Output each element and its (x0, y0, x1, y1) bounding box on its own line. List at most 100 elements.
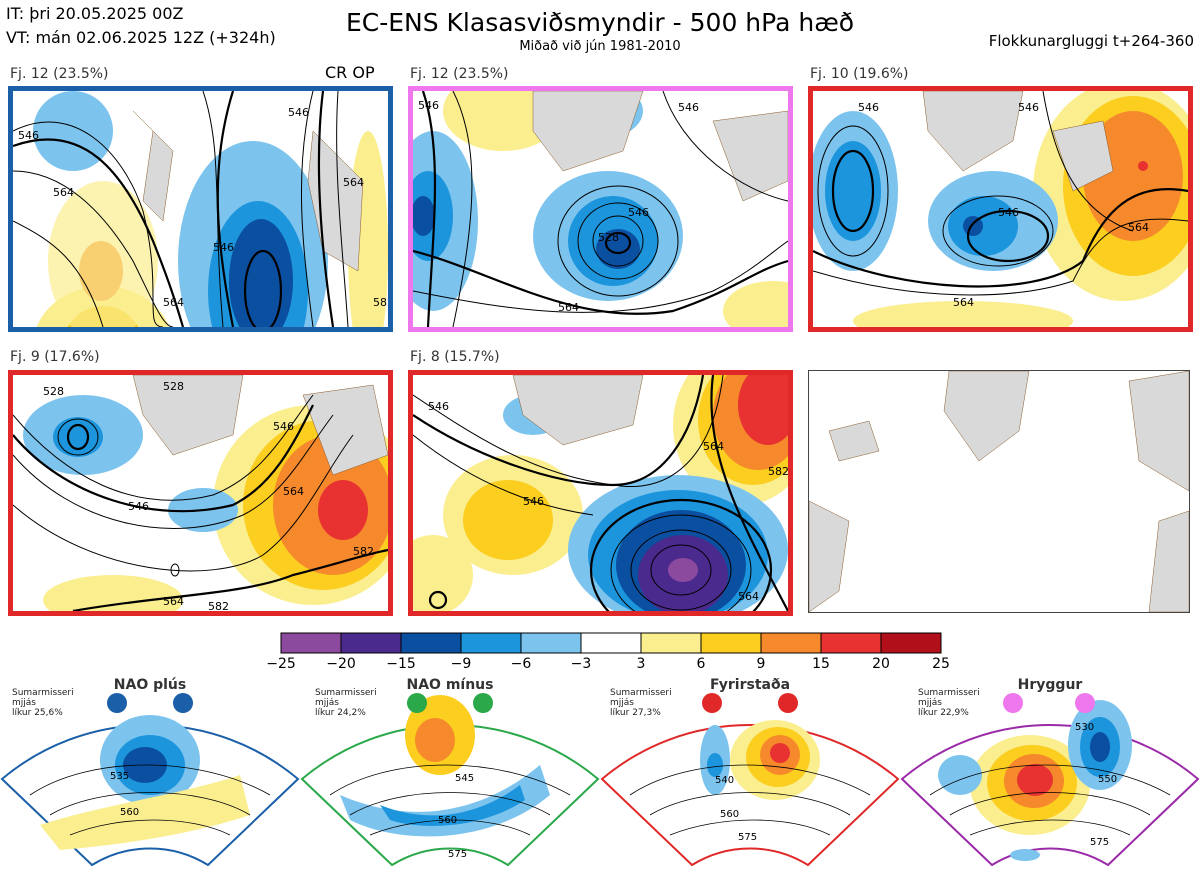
regime-1-name: NAO plús (113, 677, 187, 693)
panel-4-contour-label: 582 (353, 545, 374, 558)
panel-3-contour-label: 546 (858, 101, 879, 114)
panel-4-label: Fj. 9 (17.6%) (10, 349, 100, 365)
panel-3-contour-label: 564 (1128, 221, 1149, 234)
colorbar-tick-label: 15 (812, 656, 830, 672)
panel-5-contour-label: 564 (738, 590, 759, 603)
colorbar-swatch (880, 632, 942, 654)
colorbar-swatch (520, 632, 582, 654)
panel-1-contour-label: 564 (53, 186, 74, 199)
cluster-map-1[interactable]: 546 564 546 546 564 564 582 (8, 86, 393, 332)
panel-3-contour-label: 564 (953, 296, 974, 309)
colorbar-tick-label: −6 (510, 656, 532, 672)
colorbar-tick-label: −15 (386, 656, 416, 672)
regime-1-marker (107, 693, 127, 713)
regime-nao-plus: 535 560 NAO plús Sumarmisseri mjjás líkur … (0, 675, 300, 875)
panel-5-contour-label: 546 (428, 400, 449, 413)
panel-2-label: Fj. 12 (23.5%) (410, 66, 509, 82)
colorbar-tick-label: 20 (872, 656, 890, 672)
regime-3-contour-label: 560 (720, 809, 739, 820)
panel-1-contour-label: 564 (343, 176, 364, 189)
regime-3-marker (702, 693, 722, 713)
regime-2-note: Sumarmisseri mjjás líkur 24,2% (315, 688, 377, 718)
colorbar-tick-label: −20 (326, 656, 356, 672)
panel-1-crop-tag: CR OP (325, 63, 375, 82)
colorbar-tick-label: 6 (696, 656, 706, 672)
colorbar-swatch (580, 632, 642, 654)
regime-blocking: 540 560 575 Fyrirstaða Sumarmisseri mjjás… (600, 675, 900, 875)
cluster-map-3[interactable]: 546 546 546 564 564 (808, 86, 1193, 332)
regime-4-marker (1075, 693, 1095, 713)
colorbar-tick-label: 3 (636, 656, 646, 672)
regime-3-name: Fyrirstaða (709, 677, 791, 693)
colorbar (280, 632, 942, 654)
empty-map-panel (808, 370, 1190, 613)
regime-4-contour-label: 550 (1098, 774, 1117, 785)
colorbar-tick-label: −9 (450, 656, 472, 672)
panel-2-contour-label: 546 (418, 99, 439, 112)
regime-ridge: 530 550 575 Hryggur Sumarmisseri mjjás lík… (900, 675, 1200, 875)
panel-4-contour-label: 528 (163, 380, 184, 393)
panel-5-contour-label: 546 (523, 495, 544, 508)
regime-4-marker (1003, 693, 1023, 713)
regime-2-marker (407, 693, 427, 713)
colorbar-tick-label: −25 (266, 656, 296, 672)
regime-nao-minus: 545 560 575 NAO mínus Sumarmisseri mjjás l… (300, 675, 600, 875)
page-subtitle: Miðað við jún 1981-2010 (519, 39, 681, 54)
panel-5-label: Fj. 8 (15.7%) (410, 349, 500, 365)
panel-2-contour-label: 564 (558, 301, 579, 314)
panel-1-contour-label: 546 (288, 106, 309, 119)
regime-2-contour-label: 545 (455, 773, 474, 784)
panel-1-contour-label: 546 (18, 129, 39, 142)
panel-4-contour-label: 564 (283, 485, 304, 498)
panel-4-contour-label: 564 (163, 595, 184, 608)
regime-2-name: NAO mínus (406, 677, 494, 693)
panel-1-contour-label: 546 (213, 241, 234, 254)
cluster-map-5[interactable]: 546 546 564 582 564 (408, 370, 793, 616)
colorbar-swatch (280, 632, 342, 654)
colorbar-tick-label: 9 (756, 656, 766, 672)
panel-3-label: Fj. 10 (19.6%) (810, 66, 909, 82)
regime-3-note: Sumarmisseri mjjás líkur 27,3% (610, 688, 672, 718)
regime-2-marker (473, 693, 493, 713)
panel-4-contour-label: 582 (208, 600, 229, 611)
regime-2-contour-label: 575 (448, 849, 467, 860)
panel-3-contour-label: 546 (1018, 101, 1039, 114)
cluster-map-2[interactable]: 546 546 528 546 564 (408, 86, 793, 332)
colorbar-swatch (760, 632, 822, 654)
panel-1-contour-label: 582 (373, 296, 388, 309)
colorbar-swatch (640, 632, 702, 654)
cluster-map-4[interactable]: 528 528 546 546 564 564 582 582 (8, 370, 393, 616)
colorbar-swatch (400, 632, 462, 654)
panel-1-contour-label: 564 (163, 296, 184, 309)
panel-3-contour-label: 546 (998, 206, 1019, 219)
panel-5-contour-label: 564 (703, 440, 724, 453)
init-time: IT: þri 20.05.2025 00Z (6, 4, 184, 23)
regime-2-contour-label: 560 (438, 815, 457, 826)
panel-2-contour-label: 546 (678, 101, 699, 114)
colorbar-swatch (700, 632, 762, 654)
clustering-window: Flokkunargluggi t+264-360 (988, 32, 1194, 50)
regime-4-name: Hryggur (1017, 677, 1083, 693)
panel-1-label: Fj. 12 (23.5%) (10, 66, 109, 82)
regime-3-contour-label: 540 (715, 775, 734, 786)
panel-4-contour-label: 546 (128, 500, 149, 513)
regime-3-contour-label: 575 (738, 832, 757, 843)
regime-4-contour-label: 530 (1075, 722, 1094, 733)
regime-1-note: Sumarmisseri mjjás líkur 25,6% (12, 688, 74, 718)
valid-time: VT: mán 02.06.2025 12Z (+324h) (6, 28, 276, 47)
regime-4-contour-label: 575 (1090, 837, 1109, 848)
panel-5-contour-label: 582 (768, 465, 788, 478)
panel-2-contour-label: 528 (598, 231, 619, 244)
panel-2-contour-label: 546 (628, 206, 649, 219)
colorbar-tick-label: 25 (932, 656, 950, 672)
regime-1-contour-label: 560 (120, 807, 139, 818)
colorbar-tick-label: −3 (570, 656, 592, 672)
regime-1-marker (173, 693, 193, 713)
regime-1-contour-label: 535 (110, 771, 129, 782)
panel-4-contour-label: 546 (273, 420, 294, 433)
regime-3-marker (778, 693, 798, 713)
regime-4-note: Sumarmisseri mjjás líkur 22,9% (918, 688, 980, 718)
colorbar-swatch (820, 632, 882, 654)
page-title: EC-ENS Klasasviðsmyndir - 500 hPa hæð (345, 8, 855, 37)
panel-4-contour-label: 528 (43, 385, 64, 398)
